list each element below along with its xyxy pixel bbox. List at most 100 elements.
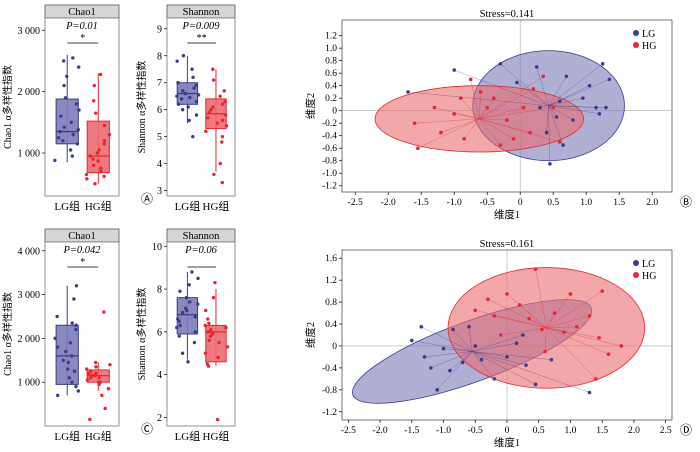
legend-label-hg: HG	[642, 41, 656, 52]
data-point-lg	[587, 83, 592, 88]
data-point-lg	[71, 132, 75, 137]
data-point-hg	[203, 323, 207, 328]
data-point-lg	[186, 360, 190, 364]
spoke-line-hg	[546, 293, 571, 329]
data-point-hg	[107, 132, 112, 137]
data-point-hg	[517, 303, 522, 307]
spoke-line-hg	[479, 107, 554, 120]
spoke-line-lg	[452, 329, 473, 352]
data-point-lg	[600, 61, 605, 66]
x-tick-label: -1.5	[404, 426, 419, 436]
spoke-line-lg	[516, 82, 549, 106]
y-tick-label: 0	[332, 342, 337, 352]
legend-marker-lg	[633, 30, 639, 36]
y-tick-label: -0.4	[322, 364, 337, 374]
data-point-hg	[562, 330, 566, 335]
x-tick-label: -2.5	[348, 198, 363, 208]
data-point-hg	[587, 314, 592, 318]
data-point-lg	[180, 351, 185, 355]
x-tick-label: 1.5	[596, 426, 608, 436]
data-point-hg	[575, 324, 579, 329]
data-point-lg	[448, 368, 452, 373]
data-point-lg	[604, 105, 608, 110]
spoke-line-hg	[417, 118, 480, 149]
data-point-hg	[213, 280, 217, 285]
data-point-hg	[459, 96, 463, 100]
data-point-hg	[468, 77, 473, 82]
data-point-hg	[207, 110, 211, 115]
data-point-hg	[533, 267, 538, 271]
data-point-lg	[61, 59, 66, 63]
spoke-line-hg	[529, 318, 547, 329]
data-point-lg	[55, 314, 59, 319]
data-point-hg	[211, 67, 215, 71]
x-tick-label: -1.5	[414, 198, 429, 208]
data-point-lg	[544, 130, 549, 135]
data-point-lg	[74, 102, 79, 106]
data-point-hg	[212, 172, 216, 177]
spoke-line-lg	[548, 76, 567, 106]
data-point-lg	[180, 310, 185, 315]
data-point-hg	[102, 310, 106, 314]
spoke-line-lg	[472, 334, 523, 352]
y-tick-label: -1.2	[322, 182, 337, 192]
spoke-line-lg	[449, 351, 473, 371]
p-value-label: P=0.01	[65, 21, 98, 32]
data-point-hg	[486, 297, 490, 302]
spoke-line-hg	[544, 327, 547, 352]
spoke-line-lg	[472, 351, 527, 366]
y-tick-label: 5	[157, 132, 162, 143]
data-point-lg	[176, 317, 180, 321]
data-point-lg	[498, 61, 503, 66]
data-point-lg	[59, 114, 63, 118]
spoke-line-lg	[471, 351, 495, 380]
spoke-line-lg	[472, 351, 590, 393]
data-point-lg	[179, 97, 184, 101]
legend-label-lg: LG	[642, 29, 655, 40]
spoke-line-lg	[472, 351, 552, 360]
spoke-line-lg	[548, 105, 557, 118]
data-point-lg	[587, 390, 592, 395]
y-axis-label: Shannon α多样性指数	[135, 288, 148, 381]
spoke-line-hg	[500, 327, 547, 336]
data-point-hg	[492, 314, 497, 318]
data-point-hg	[97, 148, 101, 152]
boxplot-panel-A-shannon: Shannon 3 4 5 6 7 8 9 Shannon α多样性指数 P=0.009** LG组…	[135, 4, 236, 213]
y-tick-label: 0.4	[325, 82, 337, 92]
spoke-line-hg	[414, 118, 480, 124]
spoke-line-hg	[519, 304, 547, 329]
data-point-hg	[473, 308, 478, 313]
data-point-hg	[88, 154, 92, 158]
data-point-lg	[181, 54, 186, 58]
data-point-hg	[540, 327, 544, 332]
significance-marker: *	[80, 257, 85, 268]
spoke-line-hg	[479, 107, 524, 120]
data-point-hg	[225, 345, 230, 349]
data-point-lg	[177, 334, 181, 338]
y-tick-label: 0.8	[325, 298, 337, 308]
spoke-line-lg	[421, 326, 473, 352]
data-point-hg	[531, 87, 536, 91]
legend-marker-lg	[633, 260, 639, 266]
data-point-hg	[204, 129, 208, 133]
data-point-lg	[479, 357, 484, 362]
y-tick-label: -0.4	[322, 132, 337, 142]
spoke-line-lg	[468, 326, 473, 352]
x-tick-label: -0.5	[468, 426, 483, 436]
data-point-lg	[72, 297, 76, 301]
y-tick-label: 0	[332, 107, 337, 117]
spoke-line-hg	[546, 327, 597, 380]
spoke-line-hg	[434, 107, 480, 120]
data-point-hg	[597, 335, 601, 340]
legend-marker-hg	[633, 272, 639, 278]
category-label: HG组	[85, 429, 112, 443]
panel-title: Shannon	[183, 231, 221, 242]
spoke-line-hg	[479, 88, 534, 120]
data-point-lg	[175, 59, 179, 63]
data-point-hg	[102, 139, 107, 143]
y-tick-label: 2	[157, 413, 162, 424]
data-point-lg	[75, 142, 80, 146]
spoke-line-lg	[424, 351, 473, 358]
data-point-hg	[452, 112, 457, 116]
